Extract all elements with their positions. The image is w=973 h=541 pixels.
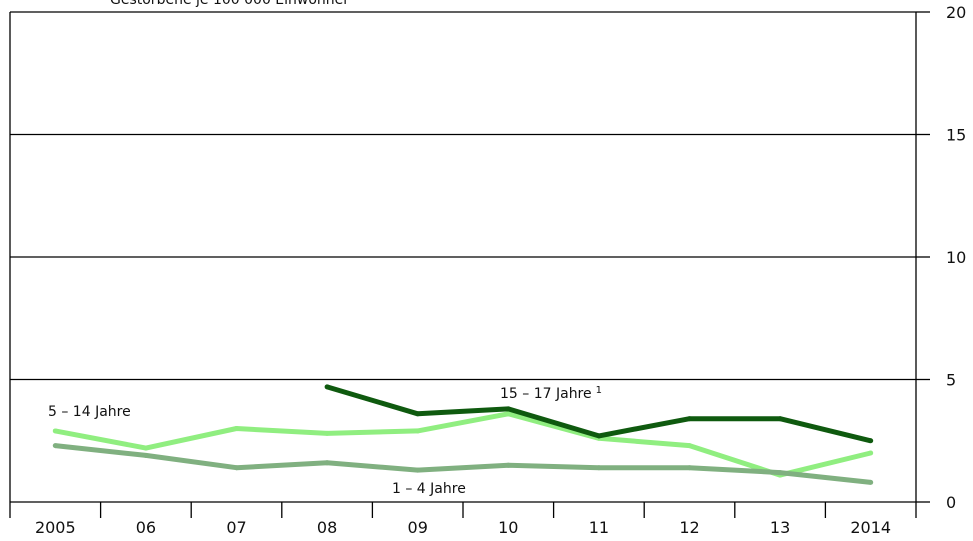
data-point-s1-2014	[868, 479, 874, 485]
data-point-s2-2014	[868, 438, 874, 444]
x-tick-label-13: 13	[770, 518, 790, 537]
data-point-s2-09	[415, 411, 421, 417]
data-point-s0-10	[505, 411, 511, 417]
data-point-s1-09	[415, 467, 421, 473]
data-point-s1-10	[505, 462, 511, 468]
series-label-1-4: 1 – 4 Jahre	[392, 481, 466, 497]
data-point-s0-06	[143, 445, 149, 451]
data-point-s0-07	[234, 426, 239, 431]
x-tick-label-07: 07	[226, 518, 246, 537]
y-tick-label-15: 15	[946, 126, 966, 145]
data-point-s1-06	[143, 452, 149, 458]
x-tick-label-06: 06	[136, 518, 156, 537]
chart-title: Gestorbene je 100 000 Einwohner	[110, 0, 349, 8]
data-point-s1-07	[234, 465, 239, 471]
data-point-s2-08	[324, 384, 330, 390]
data-point-s0-09	[415, 428, 421, 434]
data-point-s2-11	[596, 433, 602, 439]
data-point-s0-08	[324, 430, 330, 436]
x-tick-label-2014: 2014	[850, 518, 891, 537]
series-label-15-17-text: 15 – 17 Jahre	[500, 386, 592, 402]
series-label-15-17-footnote: 1	[596, 385, 602, 396]
x-tick-label-2005: 2005	[35, 518, 76, 537]
data-point-s0-2014	[868, 450, 874, 456]
data-point-s0-12	[687, 443, 692, 449]
data-point-s1-2005	[52, 443, 58, 449]
x-tick-label-08: 08	[317, 518, 337, 537]
x-tick-label-10: 10	[498, 518, 518, 537]
data-point-s0-2005	[52, 428, 58, 434]
x-tick-label-11: 11	[589, 518, 609, 537]
data-point-s1-13	[777, 470, 783, 476]
data-point-s1-08	[324, 460, 330, 466]
y-tick-label-10: 10	[946, 248, 966, 267]
series-line-1	[55, 443, 871, 485]
x-tick-label-12: 12	[679, 518, 699, 537]
data-point-s1-12	[687, 465, 692, 471]
series-label-15-17: 15 – 17 Jahre 1	[500, 385, 602, 402]
data-point-s1-11	[596, 465, 602, 471]
series-label-5-14: 5 – 14 Jahre	[48, 404, 131, 420]
y-tick-label-5: 5	[946, 371, 956, 390]
y-tick-label-0: 0	[946, 493, 956, 512]
data-point-s2-13	[777, 416, 783, 422]
y-tick-label-20: 20	[946, 3, 966, 22]
data-point-s2-12	[687, 416, 692, 422]
series-line-0	[54, 411, 872, 478]
x-tick-label-09: 09	[408, 518, 428, 537]
data-point-s2-10	[505, 406, 511, 412]
